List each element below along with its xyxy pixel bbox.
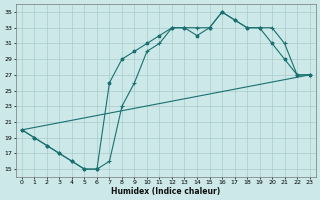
X-axis label: Humidex (Indice chaleur): Humidex (Indice chaleur): [111, 187, 220, 196]
